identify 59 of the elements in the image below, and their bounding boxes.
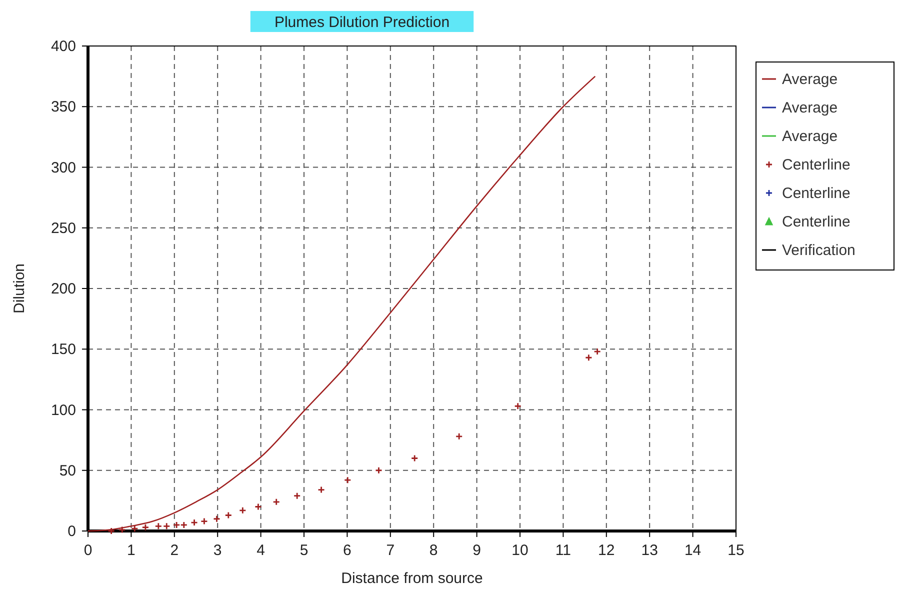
point bbox=[584, 354, 592, 362]
legend-label: Verification bbox=[782, 242, 856, 259]
point bbox=[455, 432, 463, 440]
x-tick-label: 14 bbox=[684, 542, 702, 559]
point bbox=[410, 454, 418, 462]
x-tick-label: 15 bbox=[728, 542, 744, 559]
x-tick-label: 2 bbox=[170, 542, 179, 559]
point bbox=[180, 521, 188, 529]
point bbox=[318, 486, 325, 494]
chart-title: Plumes Dilution Prediction bbox=[274, 14, 450, 31]
y-tick-label: 400 bbox=[50, 38, 76, 55]
x-tick-label: 5 bbox=[300, 542, 308, 559]
line-series bbox=[87, 76, 596, 532]
legend-label: Centerline bbox=[782, 185, 850, 202]
point bbox=[514, 402, 522, 410]
point bbox=[344, 476, 352, 484]
y-tick-label: 150 bbox=[50, 341, 76, 358]
x-tick-label: 6 bbox=[343, 542, 352, 559]
point bbox=[154, 522, 162, 530]
legend-label: Average bbox=[782, 100, 838, 116]
x-axis-title: Distance from source bbox=[341, 570, 483, 587]
legend-label: Average bbox=[782, 128, 838, 145]
x-tick-label: 4 bbox=[256, 542, 265, 559]
legend-label: Centerline bbox=[782, 156, 850, 174]
point bbox=[224, 512, 232, 519]
point bbox=[254, 503, 262, 510]
point bbox=[272, 498, 280, 506]
x-tick-label: 9 bbox=[472, 542, 481, 559]
point bbox=[162, 522, 170, 530]
y-tick-label: 300 bbox=[50, 159, 76, 176]
legend-label: Average bbox=[782, 71, 838, 88]
x-tick-label: 0 bbox=[84, 542, 92, 559]
point bbox=[142, 524, 150, 532]
x-tick-label: 1 bbox=[127, 542, 136, 559]
point bbox=[375, 466, 382, 474]
point bbox=[293, 492, 301, 500]
legend-label: Centerline bbox=[782, 214, 850, 230]
x-tick-label: 10 bbox=[512, 542, 528, 559]
point bbox=[108, 527, 116, 535]
point bbox=[594, 348, 602, 356]
y-axis-title: Dilution bbox=[11, 263, 28, 314]
point bbox=[172, 521, 180, 529]
y-tick-label: 250 bbox=[50, 220, 76, 237]
point bbox=[213, 515, 220, 523]
x-tick-label: 12 bbox=[598, 542, 615, 559]
x-tick-label: 8 bbox=[429, 542, 438, 559]
point bbox=[118, 526, 126, 534]
y-tick-label: 50 bbox=[59, 462, 76, 480]
point bbox=[200, 518, 208, 525]
point bbox=[190, 518, 198, 526]
x-tick-label: 7 bbox=[386, 542, 395, 559]
y-tick-label: 0 bbox=[68, 523, 76, 540]
x-tick-label: 3 bbox=[213, 542, 222, 559]
y-tick-label: 100 bbox=[50, 402, 76, 419]
x-tick-label: 13 bbox=[641, 542, 658, 559]
point bbox=[238, 506, 246, 514]
y-tick-label: 200 bbox=[50, 280, 76, 298]
x-tick-label: 11 bbox=[555, 542, 571, 559]
y-tick-label: 350 bbox=[50, 98, 76, 116]
